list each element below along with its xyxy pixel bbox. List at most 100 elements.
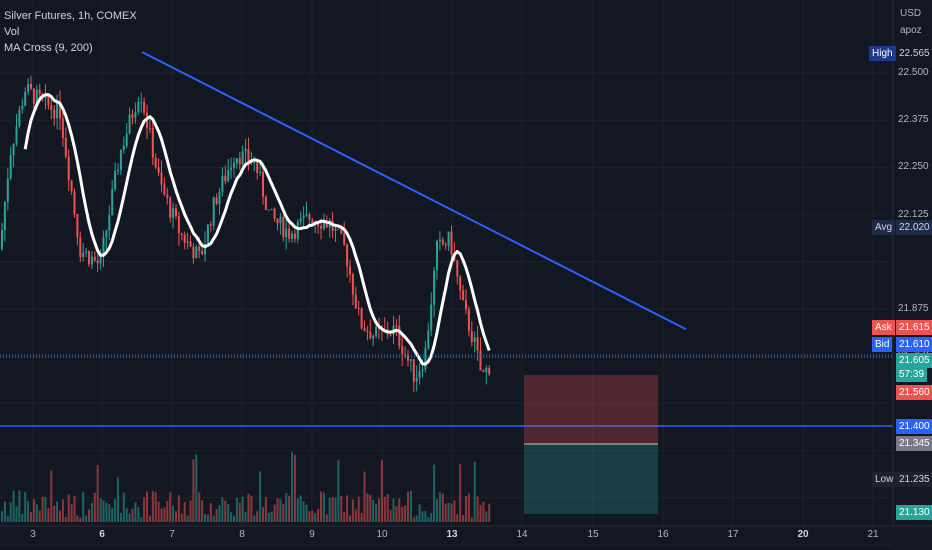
volume-bar [470, 517, 473, 522]
volume-bar [59, 510, 61, 522]
volume-bar [427, 517, 430, 522]
volume-bar [102, 500, 105, 522]
candle-body [151, 127, 154, 158]
volume-bar [343, 512, 346, 522]
time-tick-label: 3 [30, 529, 36, 540]
candle-body [198, 246, 201, 252]
ma-cross-indicator-label[interactable]: MA Cross (9, 200) [4, 42, 93, 54]
volume-bar [224, 500, 227, 522]
candle-body [334, 228, 337, 231]
volume-bar [163, 507, 166, 522]
volume-bars [1, 452, 491, 522]
volume-bar [380, 460, 383, 522]
volume-bar [456, 514, 459, 522]
volume-bar [369, 494, 372, 522]
candle-body [93, 256, 96, 261]
candle-body [230, 167, 233, 171]
candle-body [427, 330, 430, 349]
volume-bar [293, 454, 296, 522]
candle-body [276, 218, 279, 224]
volume-bar [192, 459, 195, 522]
volume-bar [320, 491, 322, 522]
volume-bar [433, 464, 436, 522]
candle-body [195, 246, 198, 259]
time-tick-label: 13 [446, 529, 458, 540]
volume-bar [467, 493, 470, 522]
candle-body [262, 171, 264, 197]
candle-body [218, 191, 221, 205]
candle-body [305, 214, 308, 216]
candle-body [473, 337, 476, 342]
volume-bar [285, 492, 288, 522]
candle-body [462, 290, 465, 300]
candle-body [433, 270, 436, 305]
volume-bar [189, 500, 192, 522]
volume-bar [317, 508, 320, 522]
price-tick-label: 22.375 [898, 114, 929, 126]
candle-body [247, 149, 250, 162]
candle-body [32, 88, 35, 104]
time-tick-label: 14 [516, 529, 528, 540]
candle-body [311, 219, 314, 225]
candle-body [366, 331, 369, 333]
candle-body [50, 105, 53, 110]
candle-body [288, 228, 291, 239]
candle-body [465, 299, 467, 310]
currency-label[interactable]: USD [900, 8, 922, 19]
volume-bar [235, 497, 238, 522]
volume-bar [204, 513, 206, 522]
candle-body [143, 101, 146, 113]
volume-bar [375, 503, 378, 522]
last-price-value: 21.605 [896, 353, 932, 368]
volume-bar [409, 490, 412, 522]
symbol-title[interactable]: Silver Futures, 1h, COMEX [4, 10, 137, 22]
bar-countdown: 57:39 [896, 367, 928, 382]
volume-bar [131, 508, 134, 522]
volume-bar [351, 499, 354, 522]
candle-body [343, 233, 346, 245]
candle-body [206, 224, 209, 244]
volume-bar [450, 503, 453, 522]
volume-bar [279, 499, 282, 522]
candle-body [35, 89, 38, 104]
volume-bar [311, 510, 314, 522]
volume-bar [166, 500, 169, 522]
volume-bar [430, 513, 433, 522]
candle-body [375, 327, 378, 336]
candle-body [56, 100, 59, 119]
volume-bar [346, 495, 349, 522]
candle-body [175, 208, 177, 217]
time-tick-label: 7 [169, 529, 175, 540]
candle-body [253, 160, 256, 164]
candle-body [395, 325, 398, 327]
volume-bar [227, 504, 230, 522]
candle-body [3, 201, 6, 231]
volume-bar [172, 505, 175, 522]
candle-body [412, 359, 415, 382]
volume-bar [366, 493, 369, 522]
candle-body [90, 256, 93, 265]
volume-bar [151, 490, 154, 522]
candle-body [9, 155, 12, 179]
candle-body [372, 335, 375, 339]
candle-body [61, 118, 64, 138]
candle-body [186, 241, 189, 243]
volume-bar [146, 491, 148, 522]
volume-indicator-label[interactable]: Vol [4, 26, 20, 38]
volume-bar [288, 495, 291, 522]
time-tick-label: 8 [239, 529, 245, 540]
candle-body [296, 221, 299, 239]
candle-body [212, 197, 215, 226]
volume-bar [143, 497, 146, 522]
bid-value: 21.610 [896, 337, 932, 352]
volume-bar [389, 509, 392, 522]
volume-bar [485, 511, 488, 522]
volume-bar [122, 492, 125, 522]
volume-bar [241, 496, 244, 522]
candle-body [30, 83, 32, 89]
short-position-stop-zone [524, 375, 658, 444]
candle-body [224, 175, 227, 182]
candle-body [407, 355, 409, 361]
volume-bar [218, 505, 221, 522]
